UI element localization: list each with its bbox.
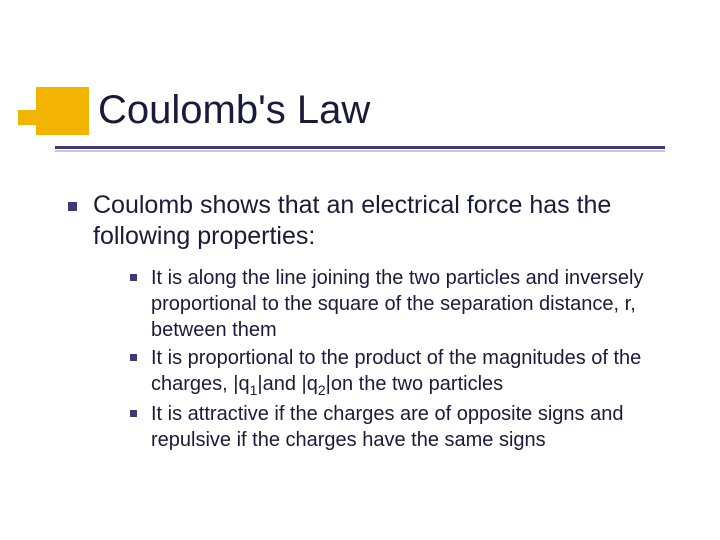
content-area: Coulomb shows that an electrical force h…	[68, 190, 668, 455]
slide-title: Coulomb's Law	[98, 88, 370, 133]
list-item: It is along the line joining the two par…	[130, 265, 668, 343]
list-item: It is attractive if the charges are of o…	[130, 401, 668, 453]
title-row: Coulomb's Law	[98, 88, 370, 133]
square-bullet-icon	[130, 274, 137, 281]
title-underline-dark	[55, 146, 665, 149]
intro-text: Coulomb shows that an electrical force h…	[93, 190, 668, 253]
text-span: It is along the line joining the two par…	[151, 267, 644, 341]
square-bullet-icon	[68, 202, 77, 211]
sub-list: It is along the line joining the two par…	[130, 265, 668, 453]
title-underline-light	[55, 150, 665, 152]
square-bullet-icon	[130, 410, 137, 417]
text-span: |and |q	[257, 373, 317, 395]
accent-box-large	[36, 87, 89, 135]
property-text: It is attractive if the charges are of o…	[151, 401, 668, 453]
list-item: It is proportional to the product of the…	[130, 345, 668, 399]
subscript: 2	[318, 382, 326, 398]
accent-box-small	[18, 110, 38, 125]
property-text: It is along the line joining the two par…	[151, 265, 668, 343]
list-item: Coulomb shows that an electrical force h…	[68, 190, 668, 253]
square-bullet-icon	[130, 354, 137, 361]
property-text: It is proportional to the product of the…	[151, 345, 668, 399]
text-span: It is attractive if the charges are of o…	[151, 403, 623, 451]
text-span: |on the two particles	[326, 373, 504, 395]
